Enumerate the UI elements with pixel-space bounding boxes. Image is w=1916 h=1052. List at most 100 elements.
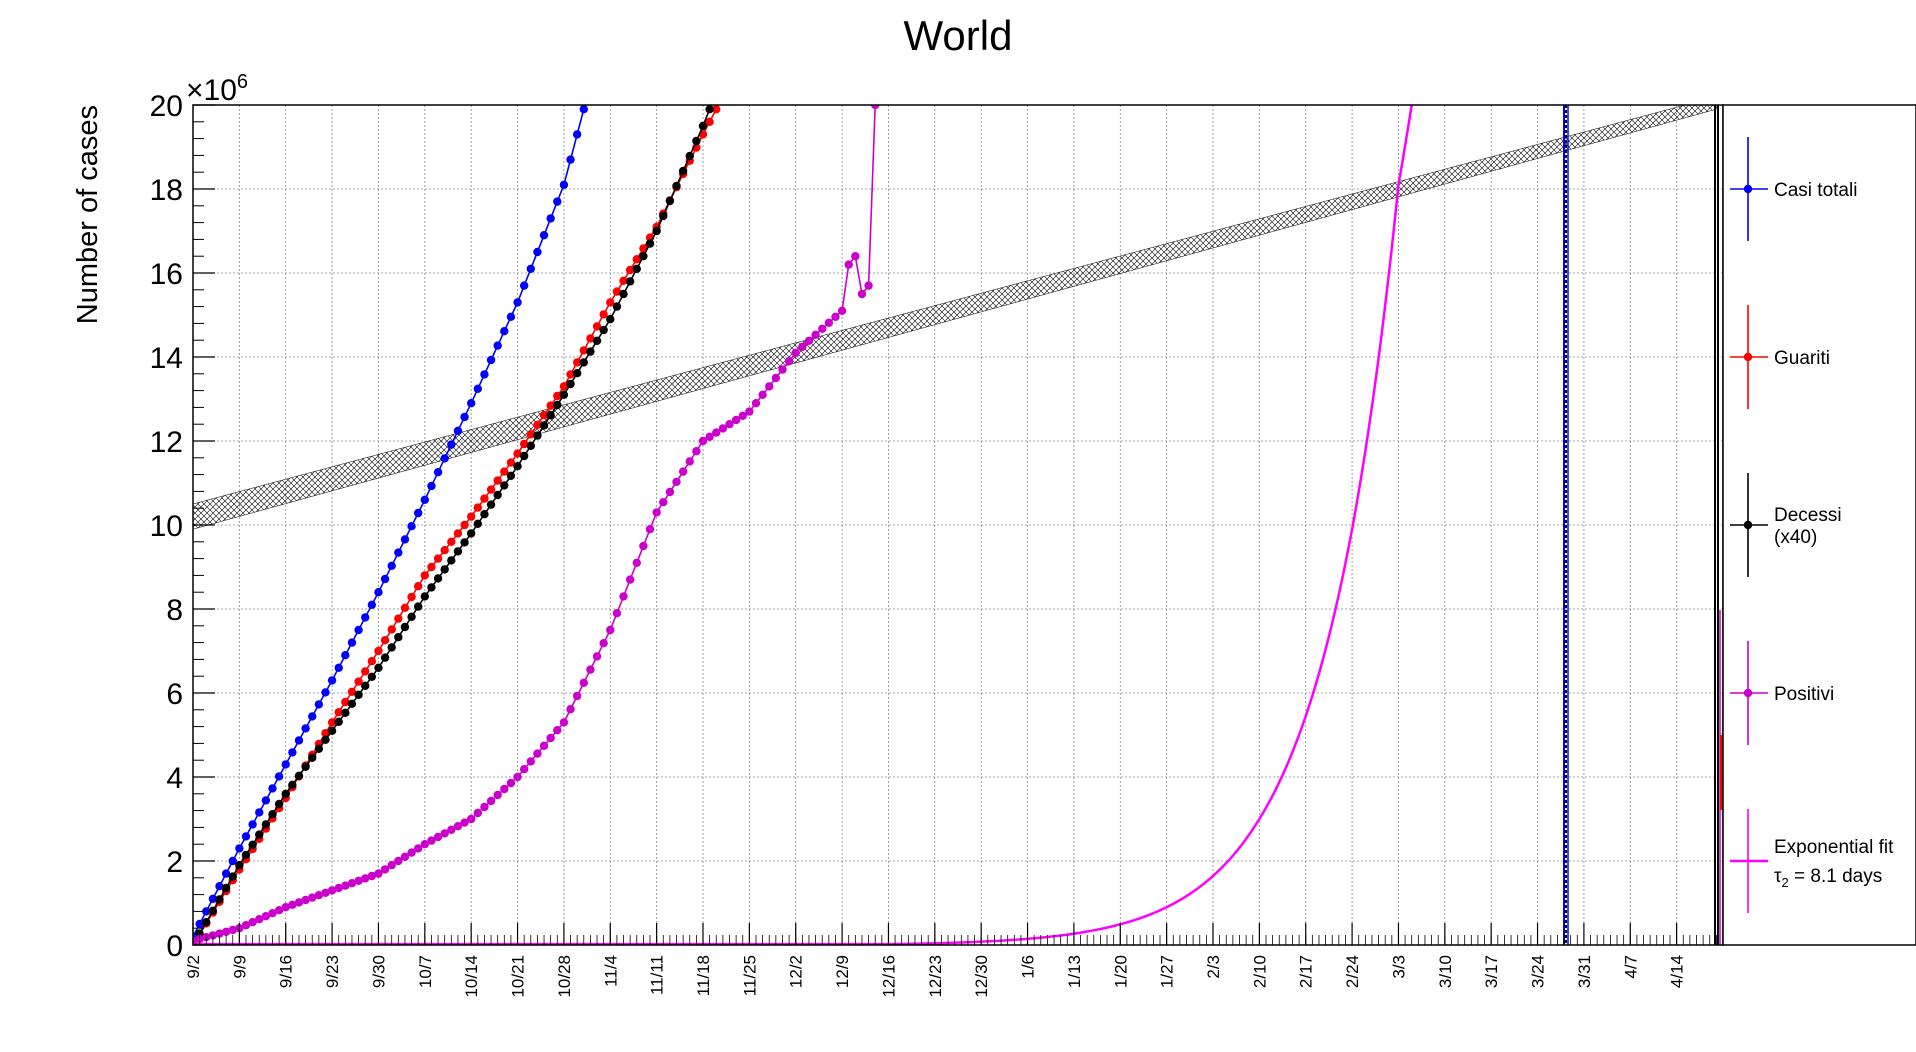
data-point <box>288 900 297 909</box>
legend-item-decessi: Decessi (x40) <box>1730 473 1842 577</box>
legend: Casi totali Guariti Decessi (x40) Positivi Ex… <box>1722 104 1916 946</box>
data-point <box>553 726 562 735</box>
data-point <box>500 481 509 490</box>
x-tick-label: 9/30 <box>369 955 388 988</box>
data-point <box>500 467 509 476</box>
data-point <box>480 802 489 812</box>
data-point <box>466 399 476 408</box>
data-point <box>413 582 423 591</box>
data-point <box>705 117 714 127</box>
data-point <box>685 457 694 466</box>
data-point <box>294 736 304 745</box>
data-point <box>347 687 357 696</box>
legend-label: Decessi (x40) <box>1774 505 1842 548</box>
data-point <box>394 548 403 557</box>
x-tick-label: 11/18 <box>694 955 713 996</box>
data-point <box>652 508 661 517</box>
x-tick-label: 3/10 <box>1436 955 1455 988</box>
data-point <box>506 458 516 467</box>
data-point <box>407 848 416 857</box>
data-point <box>281 903 290 912</box>
x-tick-label: 2/3 <box>1204 955 1223 979</box>
data-point <box>738 411 747 420</box>
data-point <box>513 462 522 471</box>
data-point <box>447 537 456 546</box>
legend-label: Exponential fit <box>1774 837 1894 858</box>
data-point <box>347 699 357 708</box>
series-line-positivi <box>193 105 877 942</box>
legend-marker <box>1743 352 1753 362</box>
data-point <box>612 609 622 618</box>
data-point <box>460 818 469 827</box>
data-point <box>659 498 668 507</box>
data-point <box>692 136 701 146</box>
data-point <box>466 814 476 824</box>
data-point <box>546 733 555 743</box>
data-point <box>394 856 403 866</box>
data-point <box>440 454 449 463</box>
data-point <box>420 495 430 504</box>
data-point <box>195 919 204 929</box>
data-point <box>274 906 284 915</box>
data-point <box>466 529 476 538</box>
data-point <box>486 796 496 806</box>
data-point <box>519 439 529 449</box>
data-point <box>685 151 694 161</box>
data-point <box>228 925 237 935</box>
data-point <box>361 874 370 883</box>
data-point <box>268 909 277 918</box>
data-point <box>427 562 436 572</box>
data-point <box>407 612 416 621</box>
legend-label: Casi totali <box>1774 180 1857 201</box>
data-point <box>460 520 469 530</box>
data-point <box>215 882 224 891</box>
data-point <box>215 929 224 938</box>
data-point <box>625 575 635 584</box>
y-tick-label: 4 <box>166 762 183 795</box>
data-point <box>420 571 430 580</box>
data-point <box>400 852 410 861</box>
data-point <box>546 214 555 223</box>
data-point <box>539 411 549 420</box>
data-point <box>586 665 595 674</box>
data-point <box>804 336 814 345</box>
x-tick-label: 4/14 <box>1668 955 1687 988</box>
data-point <box>354 677 363 686</box>
data-point <box>486 485 496 494</box>
data-point <box>354 690 363 699</box>
data-point <box>493 341 502 350</box>
data-point <box>692 447 701 456</box>
data-point <box>208 894 218 903</box>
data-point <box>208 906 218 915</box>
data-point <box>294 898 304 907</box>
data-point <box>579 678 588 687</box>
data-point <box>705 432 714 441</box>
data-point <box>460 538 469 547</box>
data-point <box>751 399 761 408</box>
data-point <box>228 856 237 866</box>
x-tick-label: 12/30 <box>972 955 991 998</box>
data-point <box>831 312 840 321</box>
data-point <box>473 503 483 512</box>
data-point <box>341 881 350 890</box>
data-point <box>433 468 443 477</box>
data-point <box>241 921 251 930</box>
data-point <box>321 729 330 738</box>
data-point <box>202 907 211 916</box>
data-point <box>599 325 608 335</box>
data-point <box>778 365 787 374</box>
data-point <box>559 180 569 189</box>
data-point <box>367 657 377 666</box>
data-point <box>606 315 615 324</box>
data-point <box>255 830 264 839</box>
data-point <box>533 247 542 257</box>
data-point <box>513 449 522 458</box>
data-point <box>592 322 602 331</box>
data-point <box>619 276 628 285</box>
data-point <box>533 431 542 440</box>
y-axis: 0 2 4 6 8 10 12 14 16 18 20 <box>150 90 215 963</box>
data-point <box>539 231 549 240</box>
data-point <box>413 508 423 518</box>
data-point <box>413 844 423 853</box>
data-point <box>400 603 410 612</box>
